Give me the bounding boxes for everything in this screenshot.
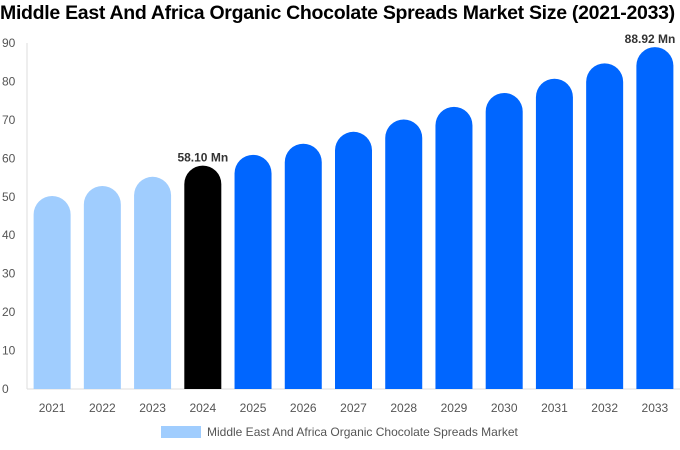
- legend: Middle East And Africa Organic Chocolate…: [161, 425, 518, 439]
- bar-2033: [636, 47, 674, 389]
- x-tick-label: 2022: [89, 401, 116, 415]
- y-tick-label: 30: [2, 267, 16, 281]
- legend-swatch: [161, 426, 201, 438]
- y-tick-label: 90: [2, 36, 16, 50]
- y-tick-label: 20: [2, 305, 16, 319]
- bar-2030: [485, 92, 523, 389]
- bar-2027: [335, 131, 372, 389]
- x-tick-label: 2031: [541, 401, 568, 415]
- y-tick-label: 0: [2, 382, 9, 396]
- data-label: 58.10 Mn: [177, 151, 228, 165]
- bar-2026: [284, 143, 322, 389]
- x-tick-label: 2033: [642, 401, 669, 415]
- y-tick-label: 70: [2, 113, 16, 127]
- x-tick-label: 2021: [39, 401, 66, 415]
- x-tick-label: 2029: [441, 401, 468, 415]
- y-tick-label: 60: [2, 151, 16, 165]
- bar-2028: [385, 119, 423, 389]
- y-tick-label: 50: [2, 190, 16, 204]
- bar-2021: [33, 196, 71, 389]
- y-tick-label: 10: [2, 344, 16, 358]
- x-tick-label: 2026: [290, 401, 317, 415]
- x-tick-label: 2032: [591, 401, 618, 415]
- bar-2032: [586, 63, 624, 390]
- x-tick-label: 2027: [340, 401, 367, 415]
- legend-label: Middle East And Africa Organic Chocolate…: [207, 425, 518, 439]
- bar-2023: [134, 176, 172, 389]
- bar-2025: [234, 154, 272, 389]
- x-tick-label: 2024: [189, 401, 216, 415]
- bar-2024: [184, 165, 222, 389]
- chart-title: Middle East And Africa Organic Chocolate…: [0, 2, 675, 24]
- x-tick-label: 2023: [139, 401, 166, 415]
- y-tick-label: 80: [2, 74, 16, 88]
- x-tick-label: 2025: [240, 401, 267, 415]
- bar-2029: [435, 106, 473, 390]
- bar-2031: [535, 78, 573, 390]
- data-label: 88.92 Mn: [625, 32, 676, 46]
- bar-2022: [83, 186, 121, 389]
- x-tick-label: 2030: [491, 401, 518, 415]
- y-tick-label: 40: [2, 228, 16, 242]
- x-tick-label: 2028: [390, 401, 417, 415]
